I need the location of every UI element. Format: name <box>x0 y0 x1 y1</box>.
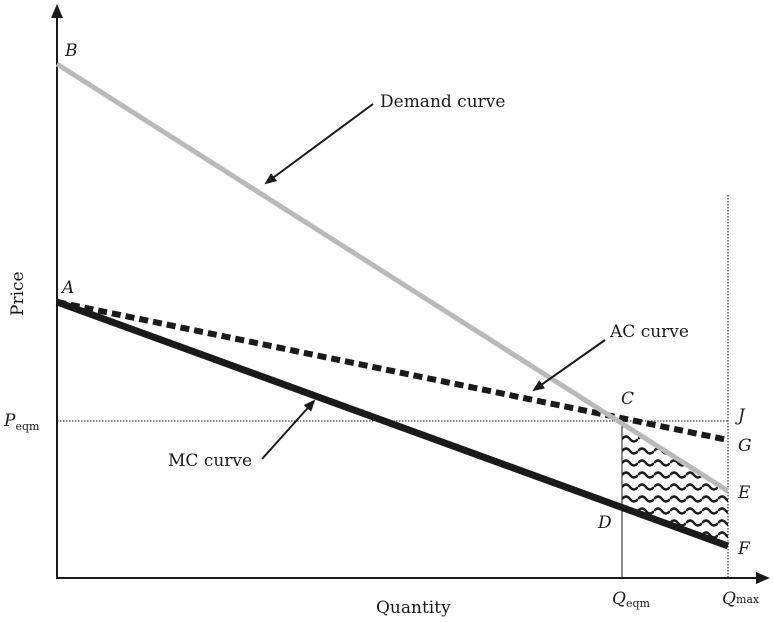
ac-arrow <box>532 339 606 392</box>
point-label-c: C <box>621 389 634 409</box>
point-label-d: D <box>597 513 612 533</box>
p-eqm-tick-label: Peqm <box>3 411 40 433</box>
ac-curve <box>56 299 729 443</box>
demand-curve-label: Demand curve <box>380 92 505 112</box>
mc-curve <box>55 298 730 550</box>
x-axis-label: Quantity <box>376 598 451 618</box>
point-label-b: B <box>64 41 78 61</box>
demand-arrow <box>264 103 374 185</box>
q-eqm-tick-label: Qeqm <box>612 589 650 610</box>
point-label-a: A <box>60 278 74 298</box>
y-axis-label: Price <box>8 271 28 316</box>
point-label-e: E <box>737 483 751 503</box>
q-max-tick-label: Qmax <box>722 589 760 609</box>
mc-curve-label: MC curve <box>168 451 252 471</box>
x-axis-arrowhead <box>756 572 770 584</box>
point-label-j: J <box>735 406 746 426</box>
ac-curve-label: AC curve <box>609 322 689 342</box>
demand-curve <box>55 61 730 494</box>
y-axis-arrowhead <box>51 4 63 18</box>
mc-arrow <box>261 399 316 460</box>
point-label-f: F <box>737 539 751 559</box>
point-label-g: G <box>738 436 752 456</box>
